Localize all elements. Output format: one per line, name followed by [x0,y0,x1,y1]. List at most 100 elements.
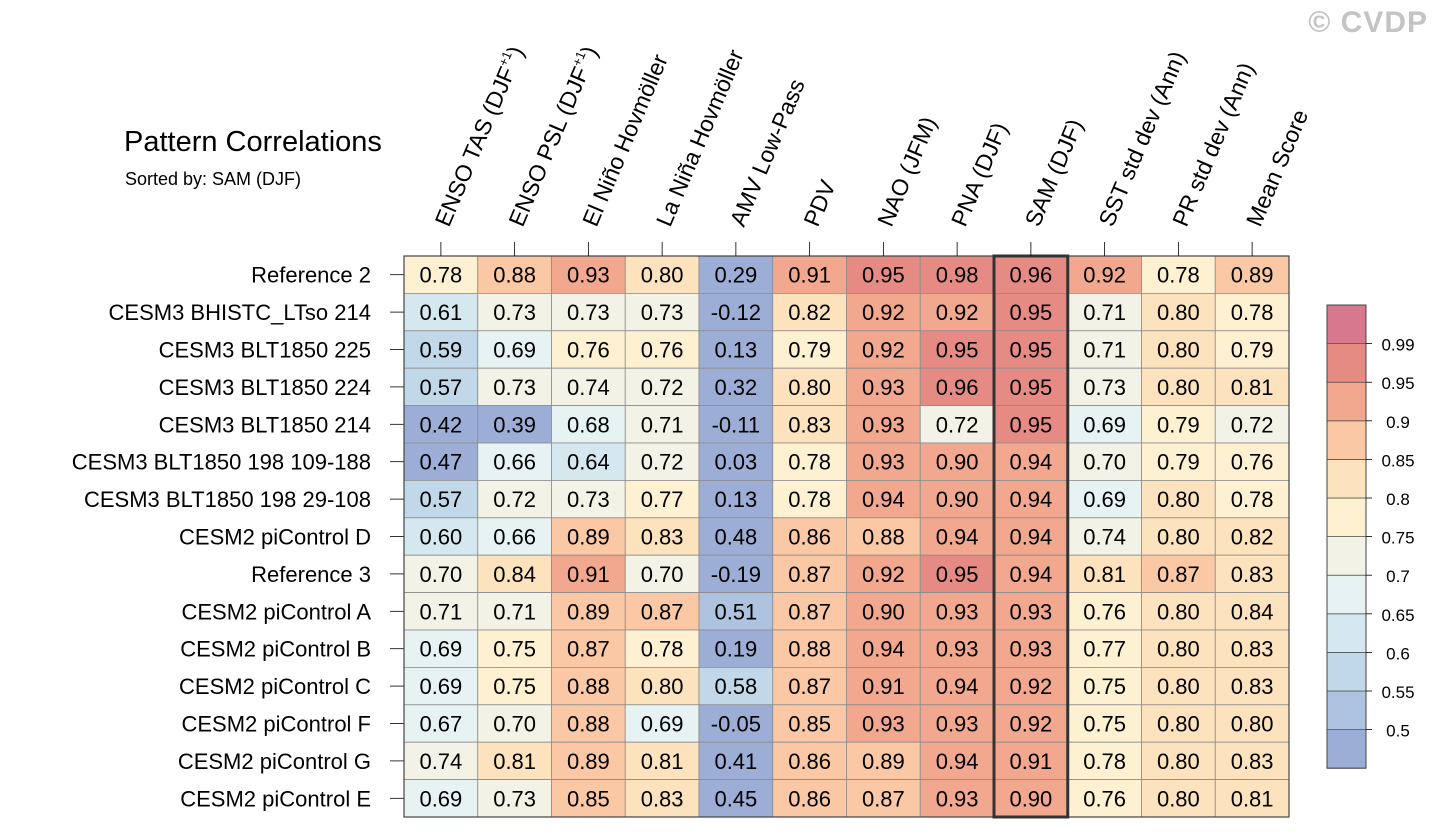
cell-value: 0.03 [714,450,757,475]
cell-value: 0.83 [1231,562,1274,587]
cell-value: 0.71 [1083,300,1126,325]
heatmap-cell [1141,592,1216,631]
cell-value: 0.71 [493,599,536,624]
cell-value: 0.69 [1083,412,1126,437]
heatmap-cell [993,292,1069,332]
column-label: SAM (DJF) [1020,115,1088,230]
heatmap-cell [772,779,847,818]
cell-value: 0.13 [714,487,757,512]
heatmap-cell [919,592,995,631]
heatmap-cell [624,704,700,743]
heatmap-cell [403,554,479,594]
heatmap-cell [698,779,774,818]
cell-value: 0.72 [641,450,684,475]
heatmap-cell [551,629,626,668]
heatmap-cell [846,442,921,481]
colorbar-label: 0.75 [1381,529,1414,548]
cell-value: 0.80 [1157,300,1200,325]
colorbar-segment [1326,729,1367,769]
cell-value: 0.93 [936,637,979,662]
cell-value: 0.81 [493,749,536,774]
cell-value: 0.95 [936,338,979,363]
heatmap-cell [919,779,995,818]
cell-value: -0.11 [712,412,761,437]
cell-value: 0.19 [714,637,757,662]
colorbar-segment [1326,497,1367,537]
heatmap-cell [1067,667,1142,706]
heatmap-cell [919,704,995,743]
heatmap-cell [772,442,847,481]
heatmap-cell [846,479,921,519]
heatmap-cell [1141,517,1216,556]
cell-value: 0.73 [1083,375,1126,400]
cell-value: 0.92 [936,300,979,325]
cell-value: 0.69 [641,712,684,737]
cell-value: 0.95 [1009,412,1052,437]
cell-value: 0.76 [1231,450,1274,475]
heatmap-frame [403,255,1290,818]
column-label: AMV Low-Pass [725,75,810,230]
heatmap-cell [1067,592,1142,631]
watermark: © CVDP [1308,6,1428,39]
heatmap-cell [624,779,700,818]
cell-value: 0.57 [419,375,462,400]
row-label: CESM2 piControl E [180,786,371,811]
cell-value: 0.77 [641,487,684,512]
cell-value: 0.83 [1231,637,1274,662]
heatmap-cell [772,330,847,369]
cell-value: 0.80 [1157,375,1200,400]
cell-value: 0.93 [862,375,905,400]
cell-value: 0.94 [1009,525,1052,550]
cell-value: 0.79 [1231,338,1274,363]
heatmap-cell [551,330,626,369]
cell-value: 0.81 [1083,562,1126,587]
heatmap-cell [477,442,552,481]
heatmap-cell [403,741,479,781]
cell-value: 0.73 [567,300,610,325]
colorbar-label: 0.8 [1386,490,1410,509]
heatmap-cell [919,629,995,668]
colorbar-segment [1326,343,1367,383]
cell-value: 0.75 [493,674,536,699]
heatmap-cell [919,741,995,781]
heatmap-cell [846,330,921,369]
colorbar-label: 0.99 [1381,336,1414,355]
column-label: Mean Score [1241,106,1313,230]
cell-value: 0.94 [862,487,905,512]
heatmap-cell [772,667,847,706]
cell-value: 0.87 [567,637,610,662]
cell-value: -0.19 [711,562,761,587]
colorbar-label: 0.95 [1381,374,1414,393]
cell-value: 0.78 [419,263,462,288]
cell-value: 0.92 [1009,674,1052,699]
heatmap-cell [993,592,1069,631]
cell-value: 0.94 [936,749,979,774]
cell-value: 0.70 [641,562,684,587]
cell-value: 0.87 [862,786,905,811]
heatmap-cell [919,667,995,706]
cell-value: 0.80 [1157,637,1200,662]
cell-value: 0.95 [1009,300,1052,325]
heatmap-cell [1214,592,1290,631]
colorbar-segment [1326,652,1367,692]
heatmap-cell [1214,479,1290,519]
cell-value: 0.80 [1157,749,1200,774]
cell-value: 0.70 [419,562,462,587]
heatmap-cell [772,292,847,332]
cell-value: 0.72 [493,487,536,512]
heatmap-cell [551,741,626,781]
cell-value: 0.81 [1231,375,1274,400]
cell-value: 0.84 [1231,599,1274,624]
cell-value: 0.84 [493,562,536,587]
cell-value: 0.51 [714,599,757,624]
cell-value: 0.94 [862,637,905,662]
colorbar-segment [1326,458,1367,499]
cell-value: 0.87 [788,562,831,587]
cell-value: 0.80 [1157,674,1200,699]
cell-value: 0.71 [419,599,462,624]
heatmap-cell [772,592,847,631]
cell-value: 0.95 [1009,375,1052,400]
heatmap-cell [624,405,700,444]
cell-value: 0.79 [1157,412,1200,437]
